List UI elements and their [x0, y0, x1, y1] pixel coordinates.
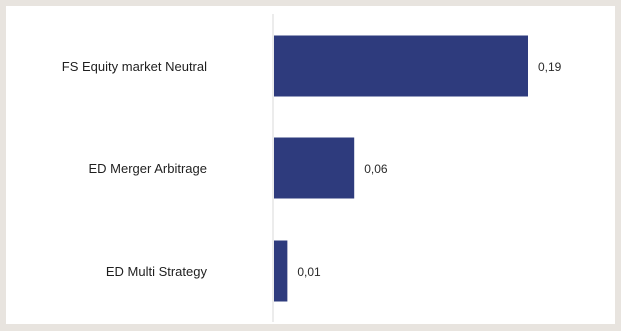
data-label: 0,19 — [538, 60, 562, 74]
data-label: 0,01 — [297, 265, 321, 279]
bar — [274, 137, 355, 199]
category-labels: FS Equity market Neutral ED Merger Arbitr… — [62, 59, 208, 279]
category-label: FS Equity market Neutral — [62, 59, 207, 74]
bar — [274, 240, 288, 302]
category-label: ED Multi Strategy — [106, 264, 208, 279]
bar — [274, 35, 528, 97]
bar-group — [274, 35, 528, 302]
value-labels: 0,19 0,06 0,01 — [297, 60, 561, 279]
data-label: 0,06 — [364, 162, 388, 176]
category-label: ED Merger Arbitrage — [89, 161, 208, 176]
